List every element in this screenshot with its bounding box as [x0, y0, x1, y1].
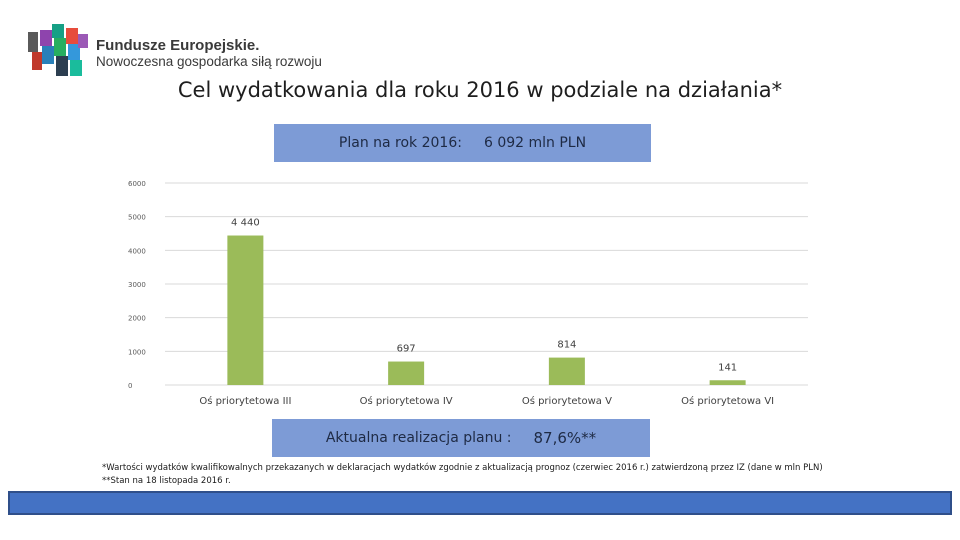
footnote-2: **Stan na 18 listopada 2016 r. — [102, 476, 231, 486]
x-tick-label: Oś priorytetowa IV — [360, 395, 453, 407]
realization-label: Aktualna realizacja planu : — [325, 430, 512, 446]
bar — [388, 361, 425, 385]
x-tick-label: Oś priorytetowa V — [522, 395, 612, 407]
bar — [227, 235, 264, 385]
y-tick-label: 4000 — [128, 247, 146, 255]
data-label: 697 — [397, 344, 416, 355]
plan-box: Plan na rok 2016: 6 092 mln PLN — [274, 124, 651, 162]
plan-label: Plan na rok 2016: — [338, 135, 462, 151]
y-tick-label: 6000 — [128, 180, 146, 188]
plan-value: 6 092 mln PLN — [483, 135, 587, 151]
realization-value: 87,6%** — [533, 429, 597, 447]
data-label: 141 — [718, 362, 737, 373]
y-tick-label: 2000 — [128, 315, 146, 323]
y-tick-label: 1000 — [128, 348, 146, 356]
logo-text: Fundusze Europejskie. Nowoczesna gospoda… — [96, 38, 322, 70]
x-tick-label: Oś priorytetowa VI — [681, 395, 774, 407]
page-title: Cel wydatkowania dla roku 2016 w podzial… — [177, 78, 783, 102]
realization-box: Aktualna realizacja planu : 87,6%** — [272, 419, 650, 457]
footnote-1: *Wartości wydatków kwalifikowalnych prze… — [102, 463, 823, 473]
bar — [709, 380, 746, 385]
data-label: 4 440 — [231, 218, 260, 229]
bottom-bar — [8, 491, 952, 515]
y-tick-label: 5000 — [128, 214, 146, 222]
logo-line-1: Fundusze Europejskie. — [96, 37, 260, 54]
data-label: 814 — [557, 340, 576, 351]
logo-line-2: Nowoczesna gospodarka siłą rozwoju — [96, 54, 322, 69]
y-tick-label: 3000 — [128, 281, 146, 289]
footnotes: *Wartości wydatków kwalifikowalnych prze… — [102, 462, 823, 488]
bar — [548, 357, 585, 385]
eu-funds-logo — [28, 24, 88, 76]
x-tick-label: Oś priorytetowa III — [199, 395, 291, 407]
y-tick-label: 0 — [128, 382, 132, 390]
